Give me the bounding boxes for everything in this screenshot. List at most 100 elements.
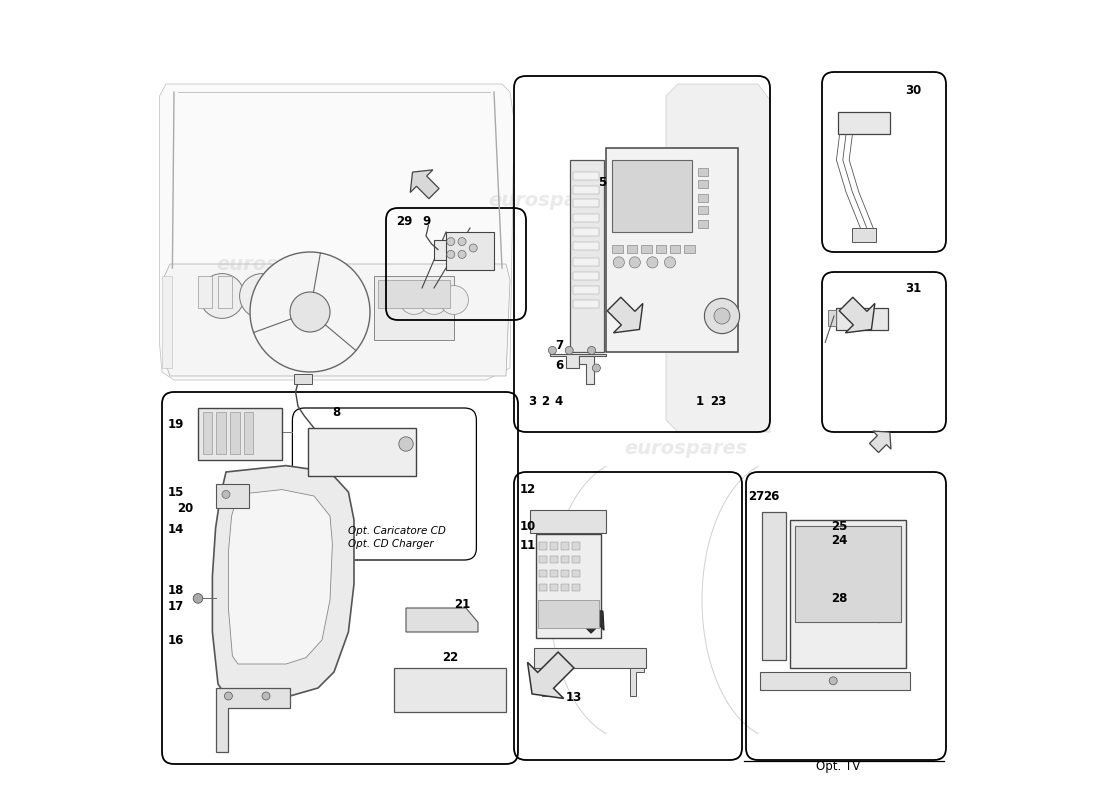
Circle shape [250,252,370,372]
Polygon shape [162,276,173,368]
Bar [294,374,311,384]
Bar [573,242,598,250]
Text: 6: 6 [554,359,563,372]
Bar [539,556,547,563]
Bar [572,570,581,577]
Bar [198,408,282,460]
Circle shape [262,692,270,700]
Polygon shape [869,598,894,622]
Bar [573,172,598,180]
Polygon shape [164,264,510,376]
Bar [308,428,417,476]
Bar [434,240,466,260]
Text: Opt. TV: Opt. TV [815,760,860,773]
Circle shape [587,346,595,354]
Text: 23: 23 [710,395,726,408]
Polygon shape [630,668,645,696]
Bar [539,584,547,591]
Text: 1: 1 [695,395,704,408]
Circle shape [199,274,244,318]
Bar [394,668,506,712]
Circle shape [290,292,330,332]
Bar [216,484,250,508]
Text: Opt. Caricatore CD: Opt. Caricatore CD [349,526,447,536]
Circle shape [593,364,601,372]
Circle shape [549,346,557,354]
Polygon shape [212,466,354,696]
Text: 24: 24 [832,534,848,547]
Bar [851,228,876,242]
Bar [573,228,598,236]
Bar [538,600,598,628]
Circle shape [194,594,202,603]
Polygon shape [528,652,574,698]
Text: 21: 21 [454,598,471,611]
Polygon shape [160,84,514,380]
Circle shape [613,257,625,268]
Bar [570,160,604,352]
Text: 28: 28 [832,592,848,605]
Text: 7: 7 [554,339,563,352]
Bar [374,276,454,340]
Bar [838,112,890,134]
Circle shape [399,437,414,451]
Bar [573,286,598,294]
Circle shape [447,238,454,246]
Polygon shape [550,354,606,368]
Circle shape [224,692,232,700]
Circle shape [829,677,837,685]
Circle shape [565,346,573,354]
Polygon shape [839,298,875,333]
Circle shape [704,298,739,334]
Bar [573,300,598,308]
Bar [828,310,836,326]
Polygon shape [666,84,770,432]
Bar [243,412,253,454]
Bar [762,512,786,660]
Bar [760,672,910,690]
Text: 11: 11 [519,539,536,552]
Text: 14: 14 [167,523,184,536]
Bar [561,556,569,563]
Bar [539,570,547,577]
Polygon shape [406,608,478,632]
Text: 19: 19 [167,418,184,430]
Bar [698,206,707,214]
Bar [539,542,547,550]
Bar [613,160,692,232]
Text: Opt. CD Charger: Opt. CD Charger [349,539,434,549]
Circle shape [279,274,324,318]
Bar [550,584,558,591]
Bar [573,258,598,266]
Polygon shape [229,490,332,664]
Bar [613,245,623,253]
Text: 27: 27 [748,490,764,502]
Text: 5: 5 [598,176,606,189]
Text: 22: 22 [442,651,459,664]
Bar [573,186,598,194]
Text: 9: 9 [422,215,430,228]
Bar [572,556,581,563]
Bar [561,584,569,591]
Polygon shape [216,688,290,752]
Text: eurospares: eurospares [217,518,340,538]
Bar [573,214,598,222]
Bar [836,308,888,330]
Bar [550,556,558,563]
Text: 13: 13 [566,691,582,704]
Circle shape [419,286,449,314]
Text: 15: 15 [167,486,184,498]
Bar [698,168,707,176]
Polygon shape [534,668,550,696]
Circle shape [440,286,469,314]
Polygon shape [869,431,891,453]
Circle shape [664,257,675,268]
Bar [795,526,901,622]
Text: 18: 18 [167,584,184,597]
Bar [561,570,569,577]
Circle shape [714,308,730,324]
Text: 30: 30 [905,84,922,97]
Bar [378,280,450,308]
Bar [684,245,695,253]
Text: eurospares: eurospares [625,438,748,458]
